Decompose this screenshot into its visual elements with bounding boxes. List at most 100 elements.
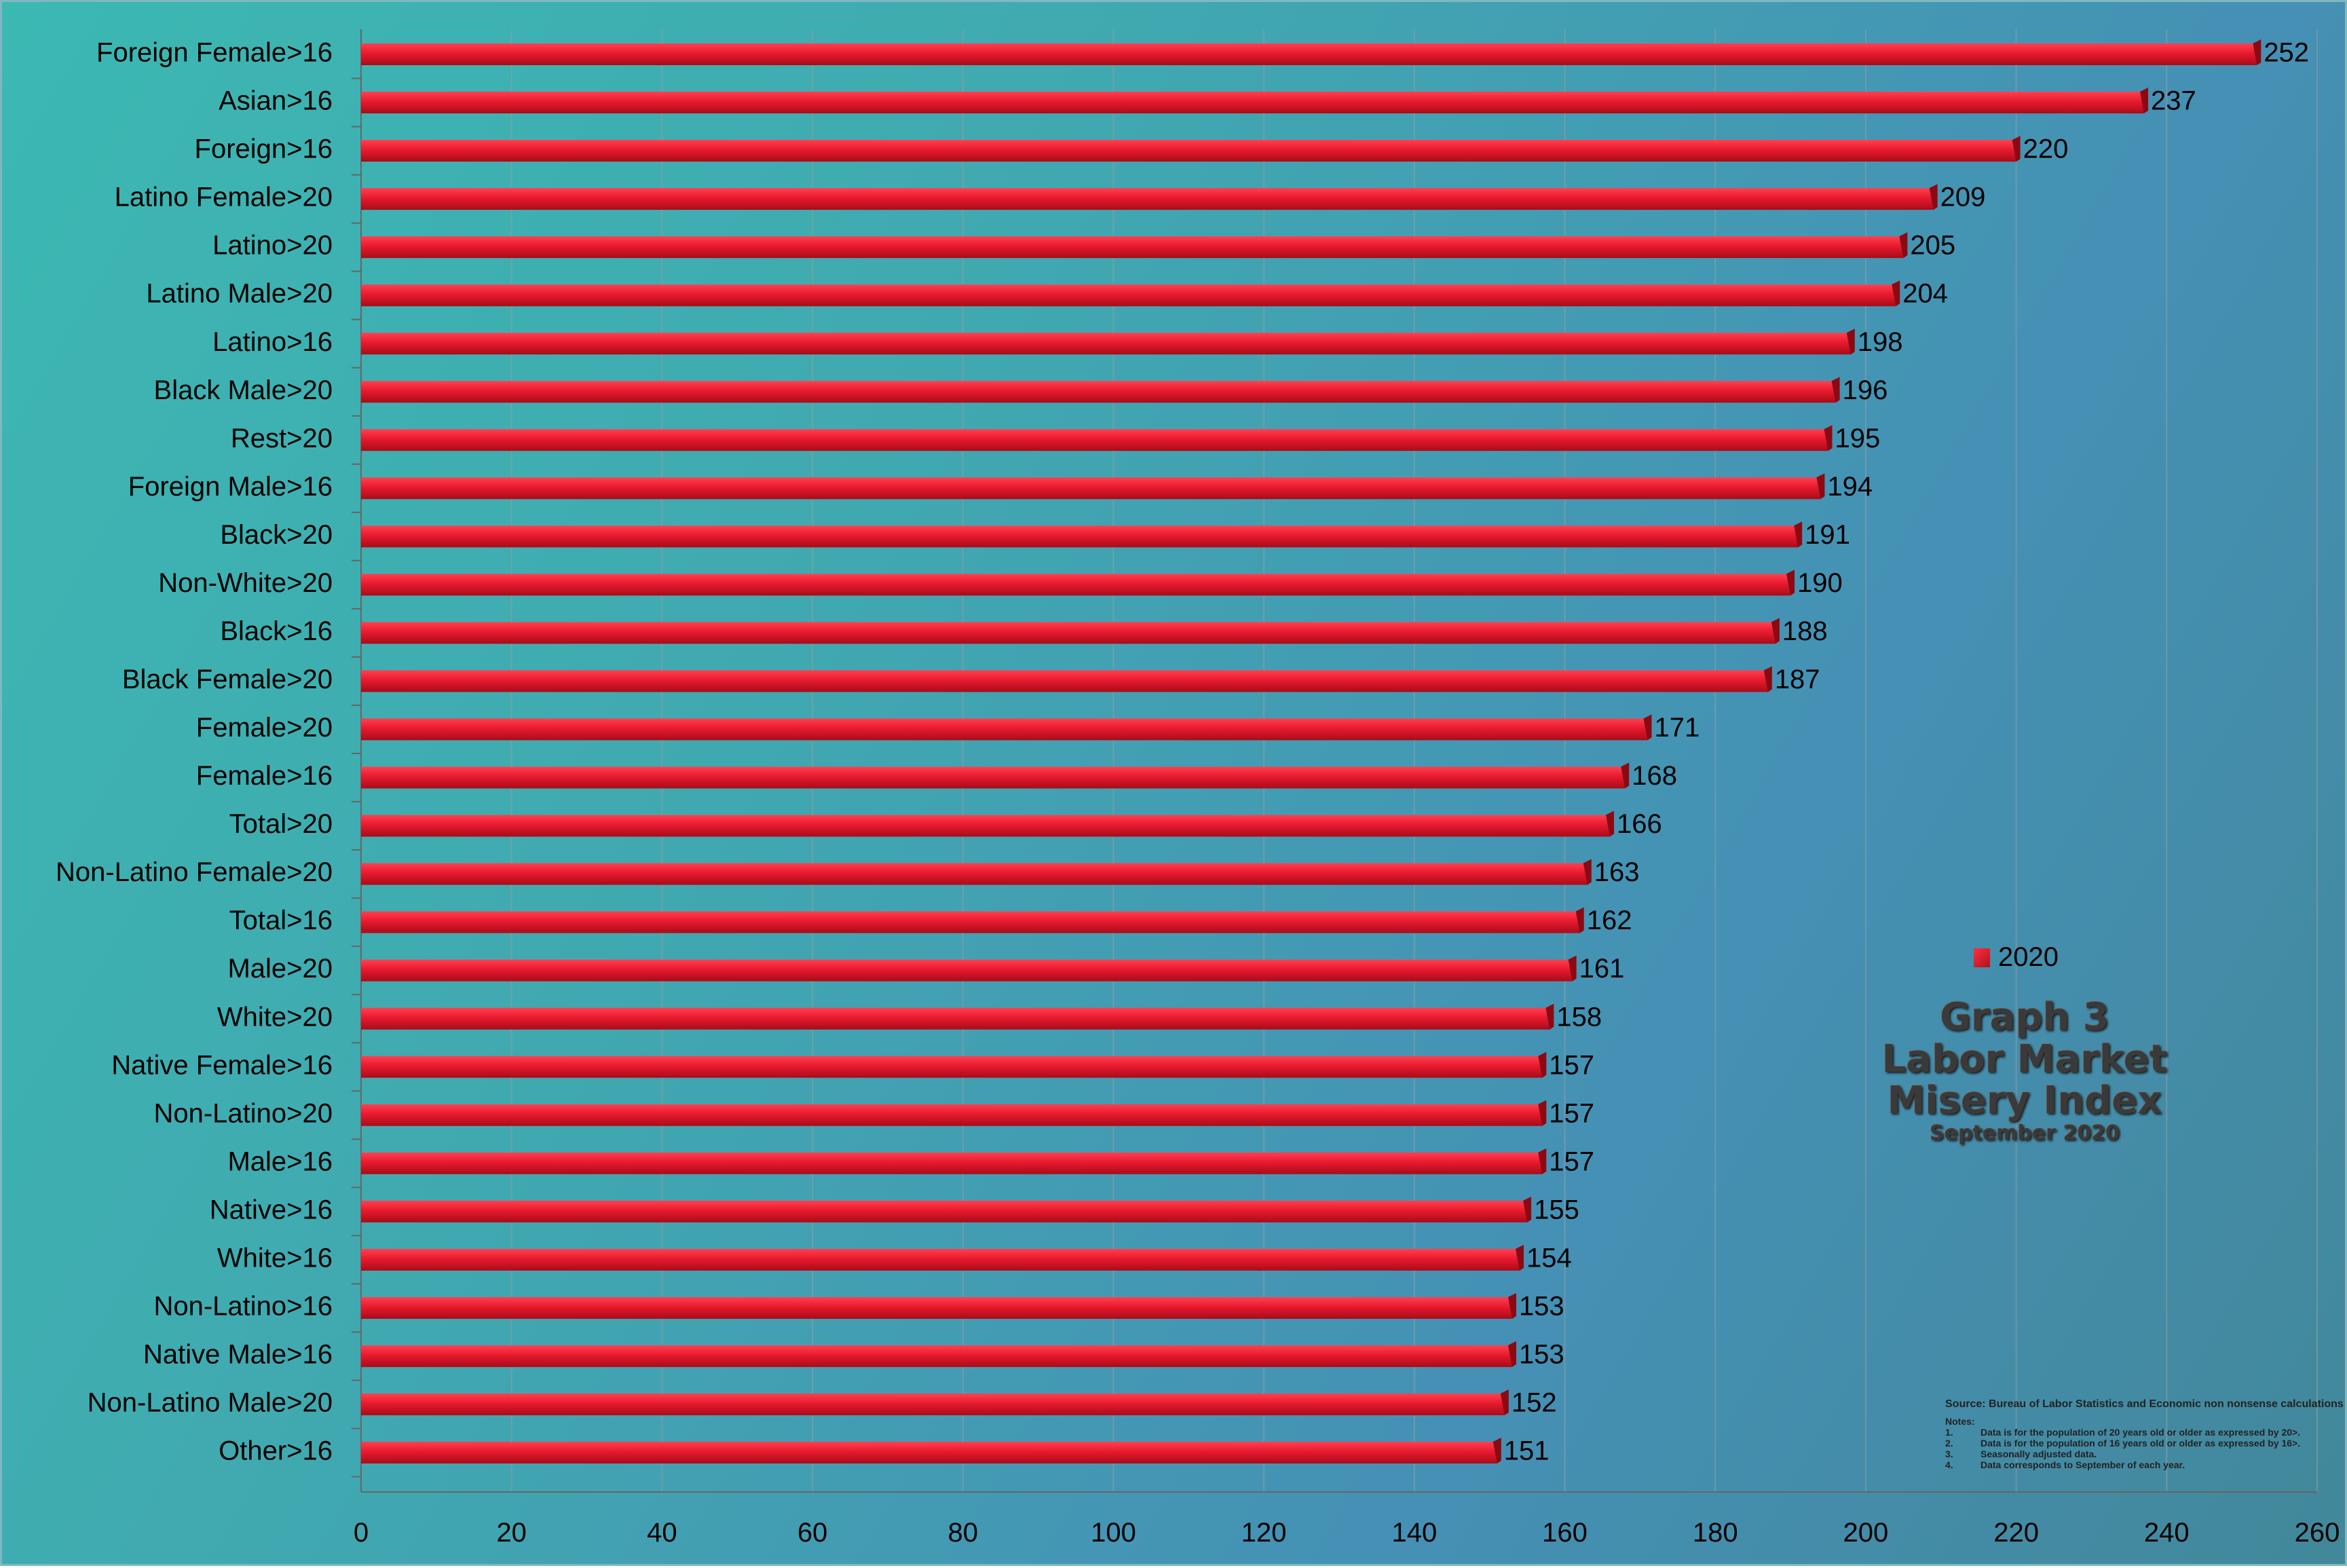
data-label: 153 bbox=[1519, 1339, 1564, 1369]
bar bbox=[361, 959, 1573, 982]
data-label: 166 bbox=[1617, 809, 1662, 839]
category-label: Non-Latino Male>20 bbox=[88, 1388, 333, 1418]
note-number: 2. bbox=[1945, 1438, 1953, 1449]
bar bbox=[361, 1296, 1512, 1319]
category-label: Black>20 bbox=[220, 520, 333, 550]
note-text: Data is for the population of 16 years o… bbox=[1980, 1438, 2301, 1449]
category-label: Female>16 bbox=[196, 761, 333, 791]
data-label: 163 bbox=[1594, 857, 1640, 887]
data-label: 158 bbox=[1556, 1002, 1602, 1032]
bar-end-cap bbox=[1575, 907, 1584, 933]
bar-end-cap bbox=[1568, 955, 1577, 982]
bar-end-cap bbox=[1545, 1003, 1554, 1030]
bar-end-cap bbox=[1621, 762, 1630, 789]
bar bbox=[361, 333, 1851, 355]
x-tick-label: 20 bbox=[496, 1518, 527, 1548]
title-line-3: Misery Index bbox=[1887, 1079, 2162, 1123]
category-label: White>20 bbox=[217, 1002, 333, 1032]
bar-end-cap bbox=[1492, 1438, 1501, 1463]
data-label: 154 bbox=[1526, 1243, 1572, 1273]
note-number: 1. bbox=[1945, 1427, 1953, 1438]
data-label: 205 bbox=[1910, 231, 1955, 261]
category-label: Male>16 bbox=[227, 1146, 333, 1176]
data-label: 171 bbox=[1654, 713, 1700, 743]
data-label: 157 bbox=[1549, 1050, 1594, 1080]
bar-end-cap bbox=[2012, 136, 2021, 162]
bar-end-cap bbox=[1771, 618, 1780, 644]
bar-end-cap bbox=[1538, 1051, 1547, 1078]
x-tick-label: 260 bbox=[2295, 1518, 2340, 1548]
bar bbox=[361, 1248, 1520, 1271]
x-tick-label: 120 bbox=[1241, 1518, 1287, 1548]
data-label: 188 bbox=[1782, 616, 1828, 646]
data-label: 161 bbox=[1579, 954, 1625, 984]
bar bbox=[361, 477, 1821, 500]
bar-end-cap bbox=[1516, 1244, 1524, 1271]
data-label: 194 bbox=[1827, 472, 1873, 502]
bar bbox=[361, 1200, 1528, 1222]
x-tick-label: 60 bbox=[797, 1518, 828, 1548]
category-label: Total>20 bbox=[229, 809, 333, 839]
bar-end-cap bbox=[1763, 666, 1772, 692]
bar bbox=[361, 43, 2257, 65]
x-tick-label: 0 bbox=[354, 1518, 369, 1548]
bar bbox=[361, 1442, 1497, 1463]
data-label: 152 bbox=[1512, 1388, 1557, 1418]
data-label: 190 bbox=[1797, 568, 1843, 598]
data-label: 220 bbox=[2023, 134, 2069, 164]
category-label: Latino Male>20 bbox=[146, 279, 333, 309]
bar-end-cap bbox=[1892, 280, 1900, 307]
bar bbox=[361, 1345, 1512, 1367]
category-label: Non-Latino>20 bbox=[153, 1098, 333, 1128]
note-number: 3. bbox=[1945, 1449, 1953, 1459]
category-label: Native Female>16 bbox=[111, 1050, 333, 1080]
note-text: Data is for the population of 20 years o… bbox=[1980, 1427, 2301, 1438]
bar-end-cap bbox=[1899, 232, 1908, 259]
category-label: White>16 bbox=[217, 1243, 333, 1273]
x-tick-label: 200 bbox=[1843, 1518, 1889, 1548]
category-label: Black>16 bbox=[220, 616, 333, 646]
bar bbox=[361, 766, 1626, 789]
x-tick-label: 240 bbox=[2144, 1518, 2190, 1548]
title-line-2: Labor Market bbox=[1881, 1037, 2168, 1081]
category-label: Asian>16 bbox=[219, 86, 333, 116]
bar bbox=[361, 284, 1896, 307]
category-label: Native>16 bbox=[210, 1195, 333, 1225]
bar-end-cap bbox=[1929, 184, 1938, 210]
data-label: 209 bbox=[1940, 183, 1986, 212]
data-label: 162 bbox=[1587, 906, 1632, 935]
note-item: 3. Seasonally adjusted data. bbox=[1945, 1449, 2344, 1459]
bar bbox=[361, 1393, 1505, 1415]
bar-end-cap bbox=[1831, 377, 1840, 403]
bar bbox=[361, 911, 1580, 933]
note-text: Data corresponds to September of each ye… bbox=[1980, 1459, 2185, 1470]
x-tick-label: 80 bbox=[948, 1518, 979, 1548]
category-label: Female>20 bbox=[196, 713, 333, 743]
category-label: Black Male>20 bbox=[154, 375, 333, 405]
category-label: Total>16 bbox=[229, 906, 333, 935]
bar bbox=[361, 622, 1776, 644]
x-tick-label: 140 bbox=[1391, 1518, 1437, 1548]
bar bbox=[361, 815, 1611, 837]
note-number: 4. bbox=[1945, 1459, 1953, 1470]
bar-end-cap bbox=[1816, 473, 1825, 500]
category-label: Male>20 bbox=[227, 954, 333, 984]
category-label: Latino>20 bbox=[212, 231, 333, 261]
bar-end-cap bbox=[1507, 1341, 1516, 1367]
bar bbox=[361, 236, 1904, 259]
bar-end-cap bbox=[1583, 859, 1592, 885]
x-tick-label: 180 bbox=[1693, 1518, 1738, 1548]
bar bbox=[361, 1056, 1543, 1078]
note-item: 4. Data corresponds to September of each … bbox=[1945, 1459, 2344, 1470]
bar bbox=[361, 718, 1648, 741]
bar bbox=[361, 670, 1768, 692]
bar bbox=[361, 1007, 1550, 1030]
category-label: Non-Latino Female>20 bbox=[56, 857, 333, 887]
bar-end-cap bbox=[1786, 570, 1795, 596]
bar-end-cap bbox=[1606, 810, 1615, 837]
data-label: 151 bbox=[1504, 1436, 1550, 1466]
data-label: 198 bbox=[1858, 327, 1903, 357]
legend: 2020 bbox=[1974, 942, 2059, 973]
category-label: Latino Female>20 bbox=[115, 183, 333, 212]
